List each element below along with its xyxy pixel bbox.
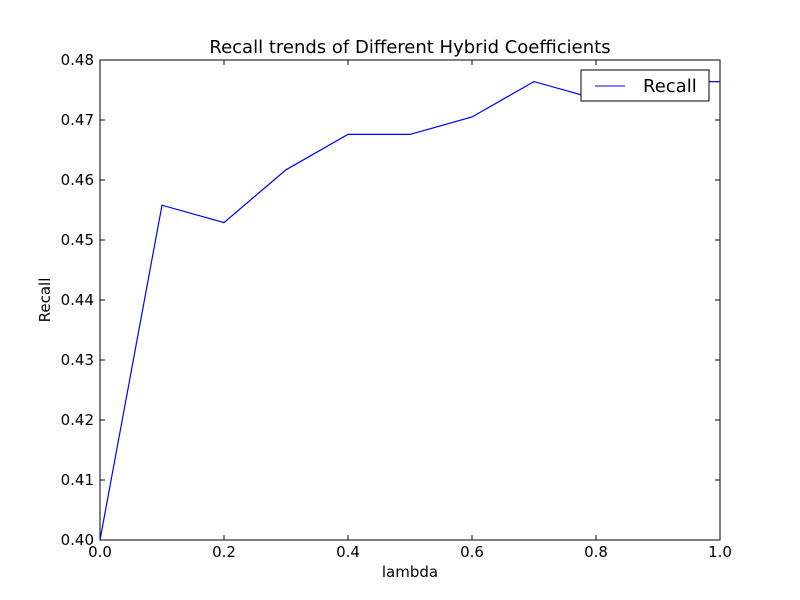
y-tick-label: 0.45	[61, 231, 94, 249]
y-axis-label: Recall	[36, 278, 54, 323]
data-point	[161, 204, 163, 206]
chart-title: Recall trends of Different Hybrid Coeffi…	[209, 37, 610, 58]
y-tick-label: 0.47	[61, 111, 94, 129]
data-point	[285, 169, 287, 171]
x-tick-label: 0.0	[88, 543, 112, 561]
y-tick-label: 0.48	[61, 51, 94, 69]
plot-area	[99, 59, 721, 541]
x-tick-label: 0.4	[336, 543, 360, 561]
y-tick-label: 0.40	[61, 531, 94, 549]
x-tick-label: 0.8	[584, 543, 608, 561]
y-tick-label: 0.42	[61, 411, 94, 429]
data-point	[347, 133, 349, 135]
x-tick-label: 1.0	[708, 543, 732, 561]
x-tick-labels: 0.0 0.2 0.4 0.6 0.8 1.0	[88, 543, 732, 561]
y-tick-label: 0.41	[61, 471, 94, 489]
x-tick-label: 0.6	[460, 543, 484, 561]
y-tick-label: 0.43	[61, 351, 94, 369]
y-tick-label: 0.44	[61, 291, 94, 309]
data-point	[471, 116, 473, 118]
legend: Recall	[580, 69, 710, 102]
x-axis-label: lambda	[382, 563, 438, 581]
data-point	[409, 133, 411, 135]
data-point	[533, 81, 535, 83]
data-point	[223, 222, 225, 224]
y-tick-labels: 0.40 0.41 0.42 0.43 0.44 0.45 0.46 0.47 0.48	[61, 51, 94, 549]
data-point	[719, 81, 721, 83]
tick-marks	[99, 59, 721, 541]
axes-frame	[99, 59, 721, 541]
legend-label-recall: Recall	[643, 76, 697, 97]
data-point	[99, 539, 101, 541]
y-tick-label: 0.46	[61, 171, 94, 189]
x-tick-label: 0.2	[212, 543, 236, 561]
